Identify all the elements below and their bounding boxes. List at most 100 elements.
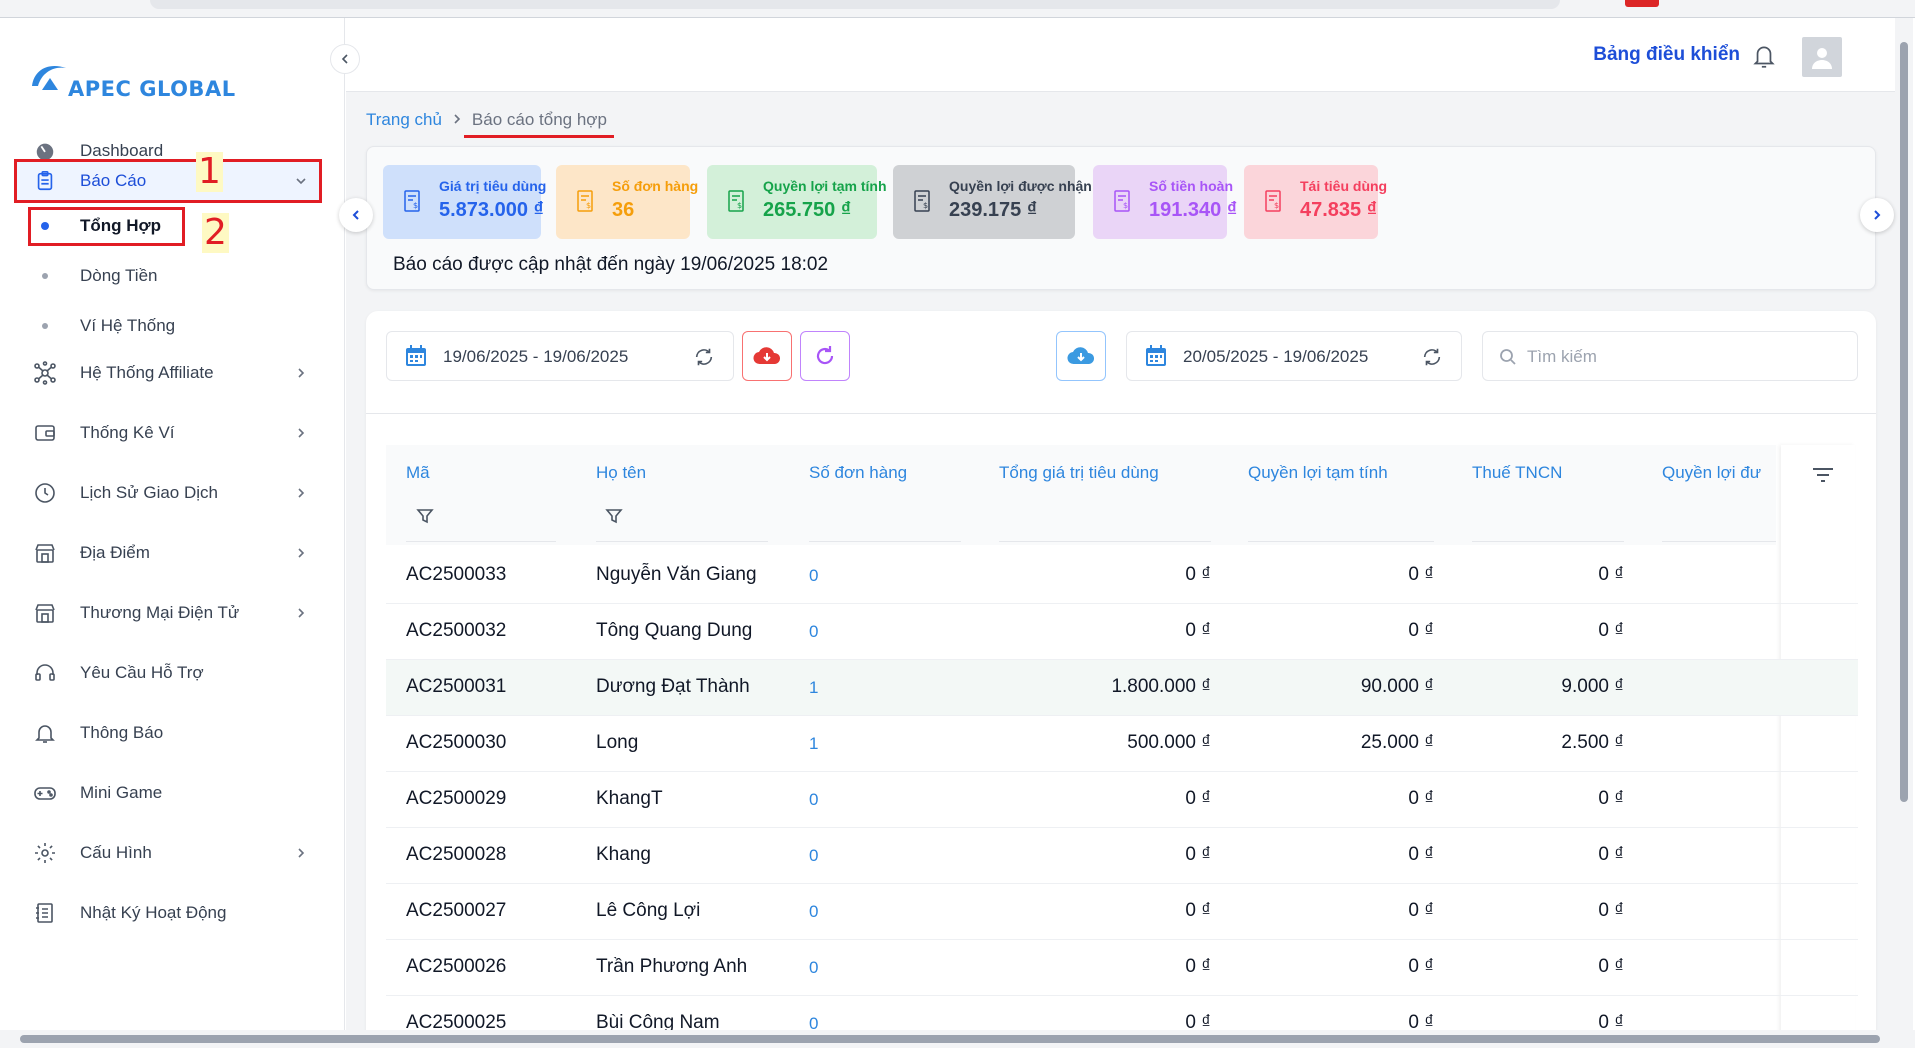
user-avatar[interactable] — [1802, 37, 1842, 77]
stat-value: 265.750 ₫ — [763, 199, 852, 221]
table-row[interactable]: AC2500027 Lê Công Lợi 0 0 ₫ 0 ₫ 0 ₫ — [386, 884, 1858, 940]
cell-benefit: 90.000 ₫ — [1360, 676, 1434, 697]
column-header-tax[interactable]: Thuế TNCN — [1472, 463, 1563, 482]
cell-total: 0 ₫ — [1185, 844, 1211, 865]
cell-orders[interactable]: 0 — [809, 958, 819, 977]
sidebar-item-lich-su-giao-dich[interactable]: Lịch Sử Giao Dịch — [16, 472, 320, 514]
sidebar-subitem-label: Dòng Tiền — [80, 266, 158, 285]
svg-text:$: $ — [413, 201, 418, 210]
download-button[interactable] — [742, 331, 792, 381]
clipboard-icon — [32, 168, 58, 194]
report-updated-note: Báo cáo được cập nhật đến ngày 19/06/202… — [393, 254, 829, 275]
search-input[interactable] — [1527, 344, 1827, 370]
sidebar-item-he-thong-affiliate[interactable]: Hệ Thống Affiliate — [16, 352, 320, 394]
cell-orders[interactable]: 0 — [809, 846, 819, 865]
receipt-icon: $ — [913, 189, 933, 218]
stat-card-reconsumption: $ Tái tiêu dùng 47.835 ₫ — [1244, 165, 1387, 239]
stat-label: Quyền lợi tạm tính — [763, 178, 887, 194]
sidebar-item-mini-game[interactable]: Mini Game — [16, 772, 320, 814]
cell-orders[interactable]: 0 — [809, 790, 819, 809]
date-range-picker-1[interactable]: 19/06/2025 - 19/06/2025 — [386, 331, 734, 381]
table-row[interactable]: AC2500026 Trần Phương Anh 0 0 ₫ 0 ₫ 0 ₫ — [386, 940, 1858, 996]
cell-orders[interactable]: 0 — [809, 902, 819, 921]
cell-orders[interactable]: 0 — [809, 622, 819, 641]
vertical-scrollbar-thumb[interactable] — [1900, 42, 1908, 802]
browser-address-bar[interactable] — [150, 0, 1560, 9]
cell-orders[interactable]: 0 — [809, 566, 819, 585]
sidebar-item-bao-cao[interactable]: Báo Cáo — [16, 160, 320, 202]
table-row[interactable]: AC2500029 KhangT 0 0 ₫ 0 ₫ 0 ₫ — [386, 772, 1858, 828]
shop-icon — [32, 600, 58, 626]
stat-value: 191.340 ₫ — [1149, 199, 1238, 221]
cell-total: 0 ₫ — [1185, 620, 1211, 641]
sidebar-item-nhat-ky-hoat-dong[interactable]: Nhật Ký Hoạt Động — [16, 892, 320, 934]
vertical-scrollbar[interactable] — [1895, 18, 1913, 1030]
stats-prev-button[interactable] — [339, 198, 373, 232]
sidebar-subitem-tong-hop[interactable]: Tổng Hợp — [30, 208, 190, 244]
date-range-picker-2[interactable]: 20/05/2025 - 19/06/2025 — [1126, 331, 1462, 381]
cell-orders[interactable]: 0 — [809, 1014, 819, 1033]
receipt-icon: $ — [727, 189, 747, 218]
cell-code: AC2500033 — [406, 564, 507, 585]
table-row[interactable]: AC2500028 Khang 0 0 ₫ 0 ₫ 0 ₫ — [386, 828, 1858, 884]
dashboard-title-link[interactable]: Bảng điều khiển — [1593, 44, 1740, 65]
top-header: Bảng điều khiển — [346, 18, 1895, 92]
column-header-received-benefit[interactable]: Quyền lợi đư — [1662, 463, 1762, 482]
stat-label: Tái tiêu dùng — [1300, 178, 1388, 194]
table-row[interactable]: AC2500030 Long 1 500.000 ₫ 25.000 ₫ 2.50… — [386, 716, 1858, 772]
chevron-right-icon — [294, 606, 308, 620]
cell-code: AC2500029 — [406, 788, 507, 809]
apec-logo[interactable]: APEC GLOBAL — [28, 56, 238, 106]
sidebar-item-thong-bao[interactable]: Thông Báo — [16, 712, 320, 754]
table-row[interactable]: AC2500031 Dương Đạt Thành 1 1.800.000 ₫ … — [386, 660, 1858, 716]
breadcrumb-home-link[interactable]: Trang chủ — [366, 110, 442, 129]
breadcrumb: Trang chủ Báo cáo tổng hợp — [366, 110, 607, 130]
sidebar-item-thuong-mai-dien-tu[interactable]: Thương Mại Điện Tử — [16, 592, 320, 634]
filter-icon[interactable] — [416, 507, 434, 530]
sidebar-item-dia-diem[interactable]: Địa Điểm — [16, 532, 320, 574]
refresh-button[interactable] — [800, 331, 850, 381]
table-row[interactable]: AC2500032 Tông Quang Dung 0 0 ₫ 0 ₫ 0 ₫ — [386, 604, 1858, 660]
sidebar-collapse-button[interactable] — [330, 44, 360, 74]
filter-icon[interactable] — [605, 507, 623, 530]
horizontal-scrollbar-thumb[interactable] — [20, 1035, 1880, 1043]
search-box[interactable] — [1482, 331, 1858, 381]
cell-benefit: 0 ₫ — [1408, 564, 1434, 585]
export-button[interactable] — [1056, 331, 1106, 381]
cell-code: AC2500025 — [406, 1012, 507, 1033]
cell-code: AC2500030 — [406, 732, 507, 753]
sidebar-subitem-vi-he-thong[interactable]: Ví Hệ Thống — [30, 308, 190, 344]
sidebar-subitem-dong-tien[interactable]: Dòng Tiền — [30, 258, 190, 294]
cell-benefit: 0 ₫ — [1408, 956, 1434, 977]
stats-next-button[interactable] — [1860, 198, 1894, 232]
sidebar-item-dashboard[interactable]: Dashboard — [16, 130, 320, 172]
sidebar-item-label: Thông Báo — [80, 723, 164, 742]
notification-bell-icon[interactable] — [1751, 42, 1777, 75]
chevron-right-icon — [294, 546, 308, 560]
sidebar-item-cau-hinh[interactable]: Cấu Hình — [16, 832, 320, 874]
horizontal-scrollbar[interactable] — [0, 1030, 1915, 1048]
column-header-provisional-benefit[interactable]: Quyền lợi tạm tính — [1248, 463, 1388, 482]
column-header-orders[interactable]: Số đơn hàng — [809, 463, 908, 482]
chevron-right-icon — [294, 366, 308, 380]
table-row[interactable]: AC2500033 Nguyễn Văn Giang 0 0 ₫ 0 ₫ 0 ₫ — [386, 548, 1858, 604]
calendar-icon — [405, 345, 427, 372]
cell-tax: 9.000 ₫ — [1561, 676, 1624, 697]
svg-text:$: $ — [923, 201, 928, 210]
cell-orders[interactable]: 1 — [809, 734, 819, 753]
cell-orders[interactable]: 1 — [809, 678, 819, 697]
sidebar-item-label: Thương Mại Điện Tử — [80, 603, 240, 622]
table-row[interactable]: AC2500025 Bùi Công Nam 0 0 ₫ 0 ₫ 0 ₫ — [386, 996, 1858, 1048]
sidebar-item-yeu-cau-ho-tro[interactable]: Yêu Cầu Hỗ Trợ — [16, 652, 320, 694]
column-filter-lines-icon[interactable] — [1811, 465, 1835, 490]
sync-icon[interactable] — [693, 346, 715, 373]
sidebar-item-thong-ke-vi[interactable]: Thống Kê Ví — [16, 412, 320, 454]
column-header-total[interactable]: Tổng giá trị tiêu dùng — [999, 463, 1159, 482]
apec-logo-icon — [32, 66, 66, 90]
sidebar-item-label: Yêu Cầu Hỗ Trợ — [80, 663, 204, 682]
column-underline — [999, 541, 1211, 542]
sync-icon[interactable] — [1421, 346, 1443, 373]
chevron-left-icon — [352, 210, 359, 220]
column-header-code[interactable]: Mã — [406, 463, 430, 482]
column-header-name[interactable]: Họ tên — [596, 463, 647, 482]
